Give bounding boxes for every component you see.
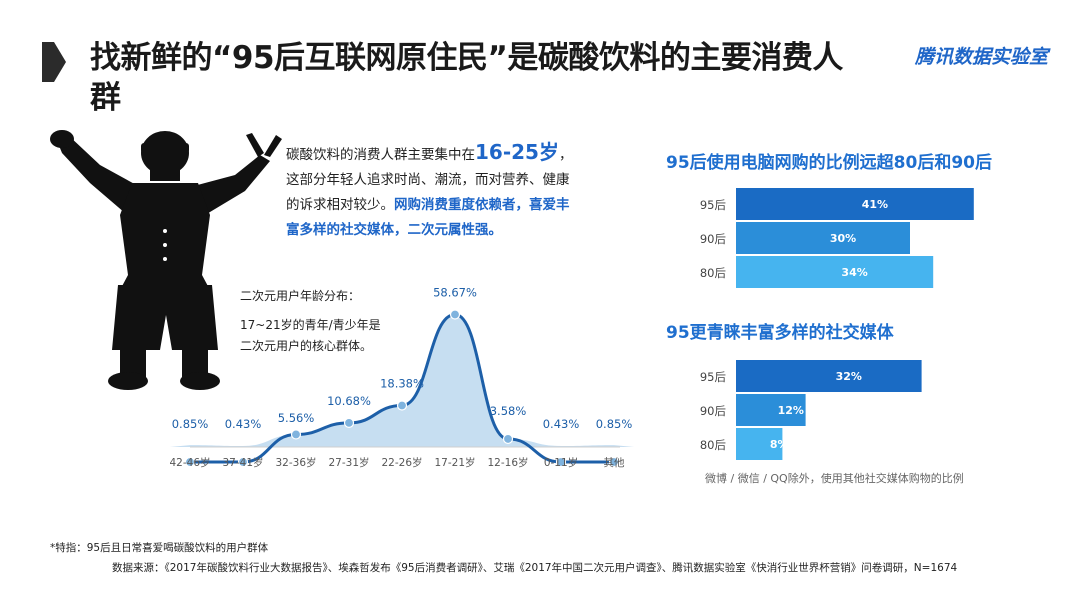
- distribution-point: [290, 429, 302, 440]
- bar: [736, 394, 806, 426]
- intro-age-highlight: 16-25岁: [475, 140, 559, 164]
- intro-line1-post: ，: [558, 147, 573, 163]
- social-media-note: 微博 / 微信 / QQ除外，使用其他社交媒体购物的比例: [705, 472, 964, 485]
- distribution-point: [449, 309, 461, 320]
- intro-line2: 这部分年轻人追求时尚、潮流，而对营养、健康: [286, 172, 570, 188]
- bar-value-label: 34%: [841, 266, 867, 279]
- bar-category-label: 80后: [700, 266, 726, 280]
- distribution-area: [170, 314, 634, 447]
- distribution-value-label: 0.43%: [225, 417, 262, 431]
- distribution-tick-label: 32-36岁: [275, 456, 316, 469]
- footnote: *特指：95后且日常喜爱喝碳酸饮料的用户群体: [50, 542, 269, 554]
- bar: [736, 428, 783, 460]
- title-marker-icon: [42, 42, 66, 82]
- age-distribution-chart: 0.85% 42-46岁 0.43% 37-41岁 5.56% 32-36岁 10.68% 2…: [169, 286, 634, 469]
- bar-value-label: 30%: [830, 232, 856, 245]
- distribution-tick-label: 27-31岁: [328, 456, 369, 469]
- social-media-chart-title: 95更青睐丰富多样的社交媒体: [666, 323, 894, 343]
- distribution-value-label: 5.56%: [278, 411, 315, 425]
- bar-category-label: 90后: [700, 404, 726, 418]
- distribution-value-label: 0.85%: [172, 417, 209, 431]
- page-title: 找新鲜的“95后互联网原住民”是碳酸饮料的主要消费人群: [90, 40, 843, 116]
- bar-category-label: 80后: [700, 438, 726, 452]
- intro-line4-highlight: 富多样的社交媒体，二次元属性强。: [286, 222, 502, 238]
- distribution-value-label: 0.43%: [543, 417, 580, 431]
- distribution-tick-label: 42-46岁: [169, 456, 210, 469]
- intro-text: 碳酸饮料的消费人群主要集中在16-25岁， 这部分年轻人追求时尚、潮流，而对营养…: [286, 140, 626, 243]
- distribution-point: [608, 456, 620, 468]
- distribution-tick-label: 17-21岁: [434, 456, 475, 469]
- intro-line3-highlight: 网购消费重度依赖者，喜爱丰: [394, 197, 570, 213]
- intro-line3-pre: 的诉求相对较少。: [286, 197, 394, 213]
- distribution-point: [555, 456, 567, 468]
- distribution-title: 二次元用户年龄分布：: [240, 289, 361, 303]
- distribution-value-label: 3.58%: [490, 404, 527, 418]
- bar-value-label: 32%: [836, 370, 862, 383]
- distribution-point: [184, 456, 196, 468]
- distribution-point: [343, 417, 355, 428]
- bar-category-label: 95后: [700, 370, 726, 384]
- bar: [736, 188, 974, 220]
- distribution-tick-label: 12-16岁: [487, 456, 528, 469]
- data-source: 数据来源：《2017年碳酸饮料行业大数据报告》、埃森哲发布《95后消费者调研》、…: [112, 562, 958, 574]
- distribution-value-label: 58.67%: [433, 286, 477, 300]
- bar: [736, 256, 934, 288]
- distribution-point: [237, 456, 249, 468]
- bar-category-label: 90后: [700, 232, 726, 246]
- distribution-value-label: 10.68%: [327, 394, 371, 408]
- distribution-value-label: 0.85%: [596, 417, 633, 431]
- intro-line1-pre: 碳酸饮料的消费人群主要集中在: [286, 147, 475, 163]
- bar-value-label: 8%: [770, 438, 789, 451]
- bar: [736, 222, 910, 254]
- social-media-bar-chart: 95后 32% 90后 12% 80后 8%: [700, 360, 922, 460]
- pc-shopping-chart-title: 95后使用电脑网购的比例远超80后和90后: [666, 153, 992, 173]
- distribution-tick-label: 0-11岁: [544, 456, 578, 469]
- distribution-point: [396, 400, 408, 411]
- bar-category-label: 95后: [700, 198, 726, 212]
- distribution-note: 17~21岁的青年/青少年是二次元用户的核心群体。: [240, 318, 381, 353]
- bar-value-label: 12%: [778, 404, 804, 417]
- distribution-point: [502, 433, 514, 445]
- bar: [736, 360, 922, 392]
- distribution-value-label: 18.38%: [380, 376, 424, 390]
- distribution-tick-label: 37-41岁: [222, 456, 263, 469]
- distribution-tick-label: 22-26岁: [381, 456, 422, 469]
- bar-value-label: 41%: [862, 198, 888, 211]
- distribution-line: [189, 313, 614, 464]
- pc-shopping-bar-chart: 95后 41% 90后 30% 80后 34%: [700, 188, 974, 288]
- person-silhouette-icon: [50, 130, 282, 390]
- distribution-tick-label: 其他: [604, 456, 625, 469]
- brand-logo-text: 腾讯数据实验室: [914, 46, 1048, 68]
